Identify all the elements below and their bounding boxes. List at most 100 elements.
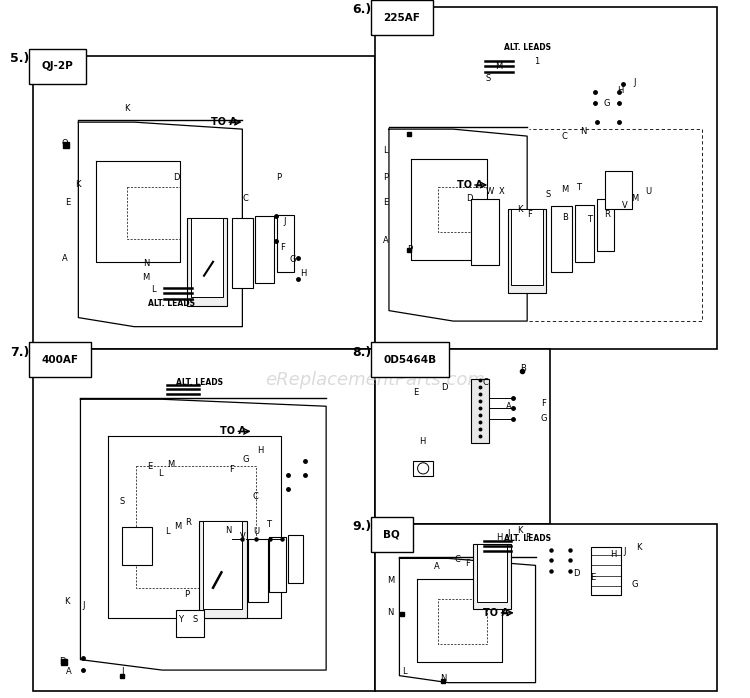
Text: C: C: [454, 556, 460, 564]
Text: K: K: [636, 544, 641, 552]
Text: A: A: [67, 667, 72, 676]
Text: M: M: [496, 62, 502, 70]
Text: TO A: TO A: [457, 180, 482, 190]
Bar: [255, 216, 274, 283]
Text: K: K: [124, 104, 130, 112]
Text: 6.): 6.): [352, 3, 371, 17]
Text: P: P: [184, 591, 189, 599]
Text: TO A: TO A: [211, 117, 237, 127]
Text: 1: 1: [534, 57, 539, 66]
Bar: [375, 349, 550, 524]
Text: T: T: [576, 183, 581, 191]
Text: F: F: [230, 465, 234, 473]
Text: X: X: [500, 188, 505, 196]
Bar: [278, 215, 294, 272]
Bar: [269, 537, 286, 592]
Text: D: D: [466, 195, 472, 203]
Text: G: G: [541, 415, 548, 423]
Text: H: H: [610, 551, 617, 559]
Text: BQ: BQ: [383, 529, 400, 539]
Text: H: H: [419, 437, 426, 445]
Text: TO A: TO A: [220, 426, 246, 436]
Text: J: J: [624, 547, 626, 556]
Text: K: K: [518, 205, 523, 214]
Text: W: W: [486, 188, 494, 196]
Text: M: M: [167, 460, 175, 468]
Text: C: C: [562, 132, 568, 140]
Bar: [122, 527, 152, 565]
Text: H: H: [301, 269, 307, 278]
Text: B: B: [562, 214, 568, 222]
Text: R: R: [185, 518, 190, 526]
Text: R: R: [604, 211, 610, 219]
Text: F: F: [525, 533, 530, 542]
Bar: [592, 547, 621, 595]
Bar: [288, 535, 303, 583]
Bar: [199, 521, 247, 618]
Text: U: U: [254, 528, 260, 536]
Text: L: L: [165, 528, 170, 536]
Text: H: H: [496, 533, 502, 542]
Text: T: T: [587, 216, 592, 224]
Text: J: J: [82, 602, 85, 610]
Bar: [472, 544, 511, 609]
Text: M: M: [387, 577, 394, 585]
Bar: [33, 56, 375, 349]
Text: J: J: [121, 667, 124, 676]
Text: C: C: [252, 493, 258, 501]
Text: F: F: [465, 560, 470, 568]
Text: G: G: [604, 99, 610, 107]
Text: L: L: [158, 469, 162, 477]
Text: eReplacementParts.com: eReplacementParts.com: [265, 371, 485, 389]
Text: M: M: [175, 523, 181, 531]
Bar: [203, 521, 242, 609]
Bar: [375, 7, 717, 349]
Text: E: E: [382, 198, 388, 207]
Bar: [471, 199, 500, 265]
Text: L: L: [152, 285, 156, 294]
Text: G: G: [632, 581, 638, 589]
Text: L: L: [402, 667, 406, 676]
Bar: [605, 171, 631, 209]
Bar: [471, 379, 490, 443]
Text: F: F: [527, 211, 532, 219]
Text: E: E: [413, 388, 418, 396]
Text: 225AF: 225AF: [383, 13, 420, 22]
Text: F: F: [542, 399, 546, 408]
Text: P: P: [383, 174, 388, 182]
Bar: [248, 539, 268, 602]
Text: D: D: [573, 570, 579, 578]
Text: N: N: [387, 609, 394, 617]
Text: S: S: [120, 497, 125, 505]
Text: F: F: [280, 244, 285, 252]
Text: D: D: [59, 658, 65, 666]
Bar: [508, 209, 546, 293]
Text: U: U: [646, 188, 652, 196]
Bar: [232, 218, 253, 288]
Text: K: K: [64, 597, 69, 606]
Text: S: S: [545, 190, 550, 198]
Bar: [551, 206, 572, 272]
Text: K: K: [76, 181, 81, 189]
Text: S: S: [192, 616, 197, 624]
Text: J: J: [283, 218, 286, 226]
Text: E: E: [65, 198, 70, 207]
Text: Q: Q: [61, 139, 68, 147]
Text: 7.): 7.): [10, 346, 29, 359]
Text: M: M: [561, 186, 568, 194]
Text: H: H: [617, 87, 624, 95]
Bar: [511, 209, 542, 285]
Text: 5.): 5.): [10, 52, 29, 66]
Bar: [574, 205, 594, 262]
Bar: [413, 461, 433, 476]
Text: A: A: [382, 237, 388, 245]
Text: S: S: [485, 74, 490, 82]
Text: 8.): 8.): [352, 346, 371, 359]
Text: P: P: [276, 174, 281, 182]
Bar: [597, 199, 614, 251]
Text: A: A: [433, 563, 439, 571]
Bar: [33, 349, 375, 691]
Text: V: V: [622, 202, 628, 210]
Text: Y: Y: [178, 616, 184, 624]
Bar: [190, 218, 223, 297]
